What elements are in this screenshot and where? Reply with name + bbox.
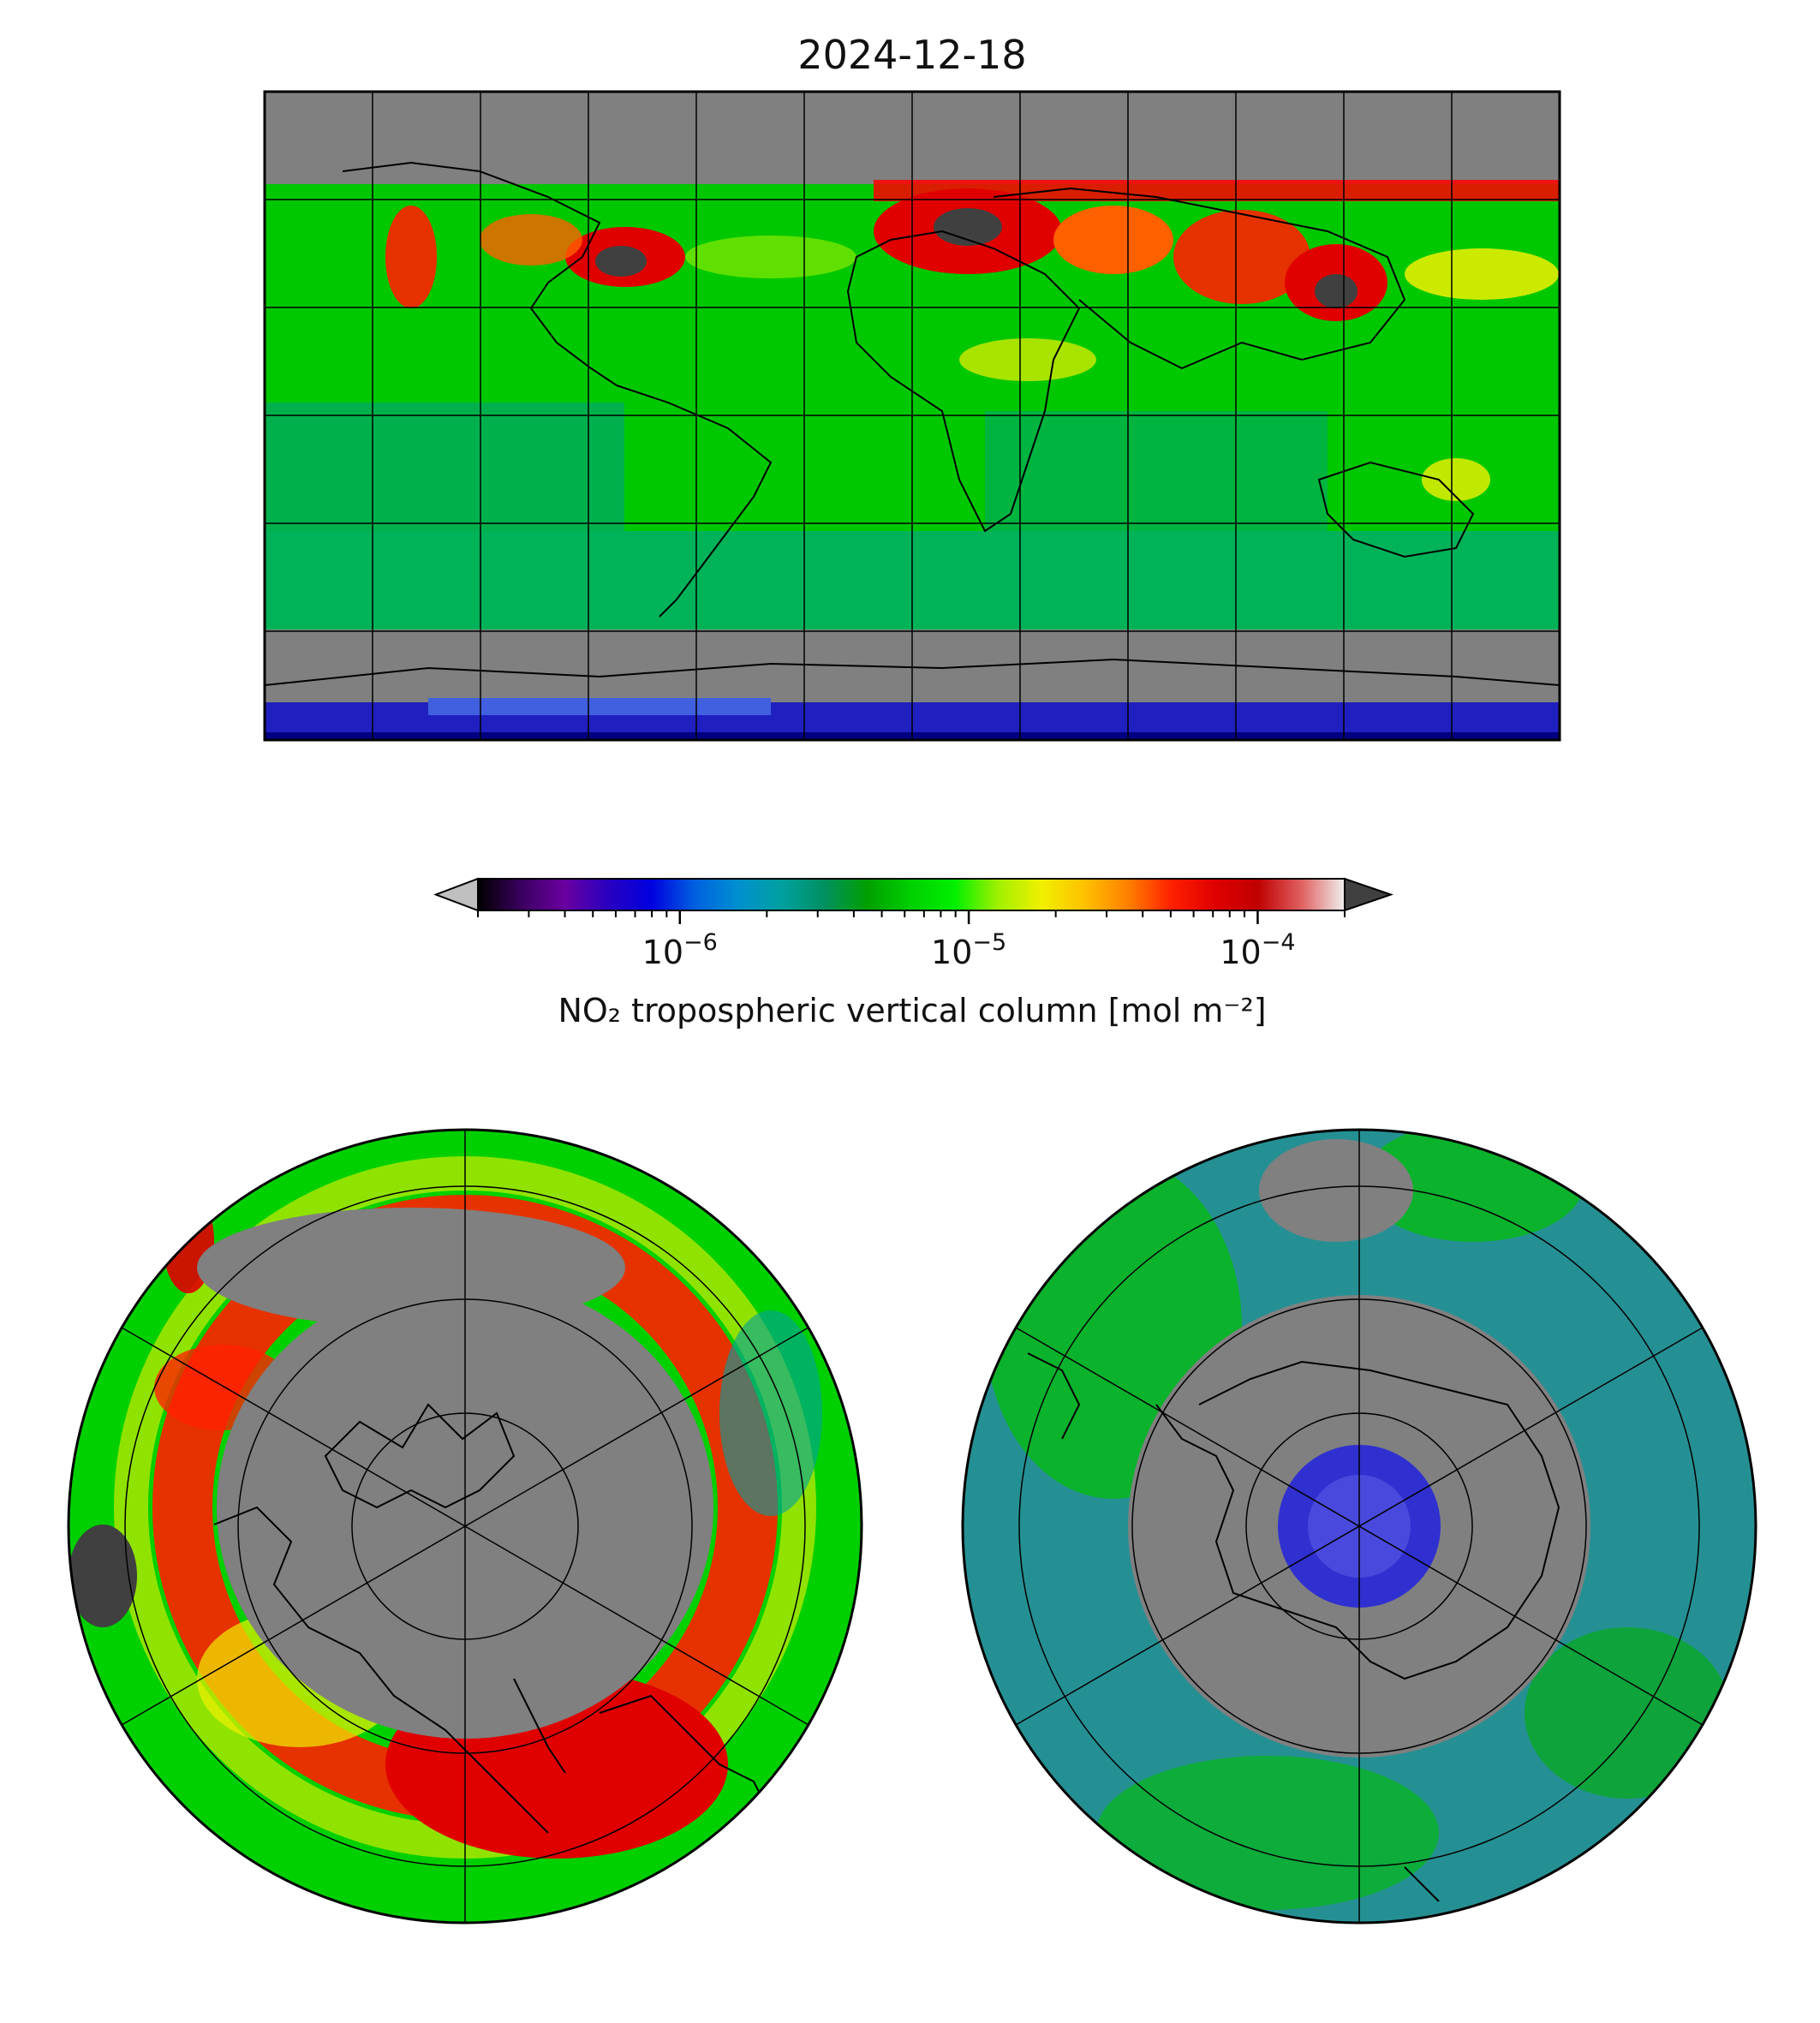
colorbar-under-extension xyxy=(433,877,479,912)
colorbar-ticks: 10−6 10−5 10−4 xyxy=(477,910,1346,971)
north-gridlines xyxy=(121,1130,809,1923)
south-map-frame xyxy=(961,1128,1757,1925)
colorbar-label: NO₂ tropospheric vertical column [mol m⁻… xyxy=(558,992,1266,1029)
north-map-frame xyxy=(67,1128,863,1925)
global-gridlines xyxy=(265,92,1560,740)
colorbar-bar xyxy=(478,879,1345,910)
south-gridlines xyxy=(1015,1130,1704,1923)
global-coastlines xyxy=(265,161,1560,686)
colorbar-tick-label: 10−4 xyxy=(1220,929,1295,971)
global-map xyxy=(263,90,1561,742)
colorbar-over-extension xyxy=(1344,877,1394,912)
colorbar-tick-label: 10−6 xyxy=(642,929,718,971)
colorbar: 10−6 10−5 10−4 NO₂ tropospheric vertical c… xyxy=(433,877,1394,1029)
north-coastlines xyxy=(213,1403,772,1834)
colorbar-tick-label: 10−5 xyxy=(931,929,1006,971)
south-polar-map xyxy=(961,1128,1757,1925)
figure-title: 2024-12-18 xyxy=(797,32,1026,78)
south-coastlines xyxy=(1027,1352,1560,1902)
north-polar-map xyxy=(67,1128,863,1925)
global-map-frame xyxy=(263,90,1561,742)
